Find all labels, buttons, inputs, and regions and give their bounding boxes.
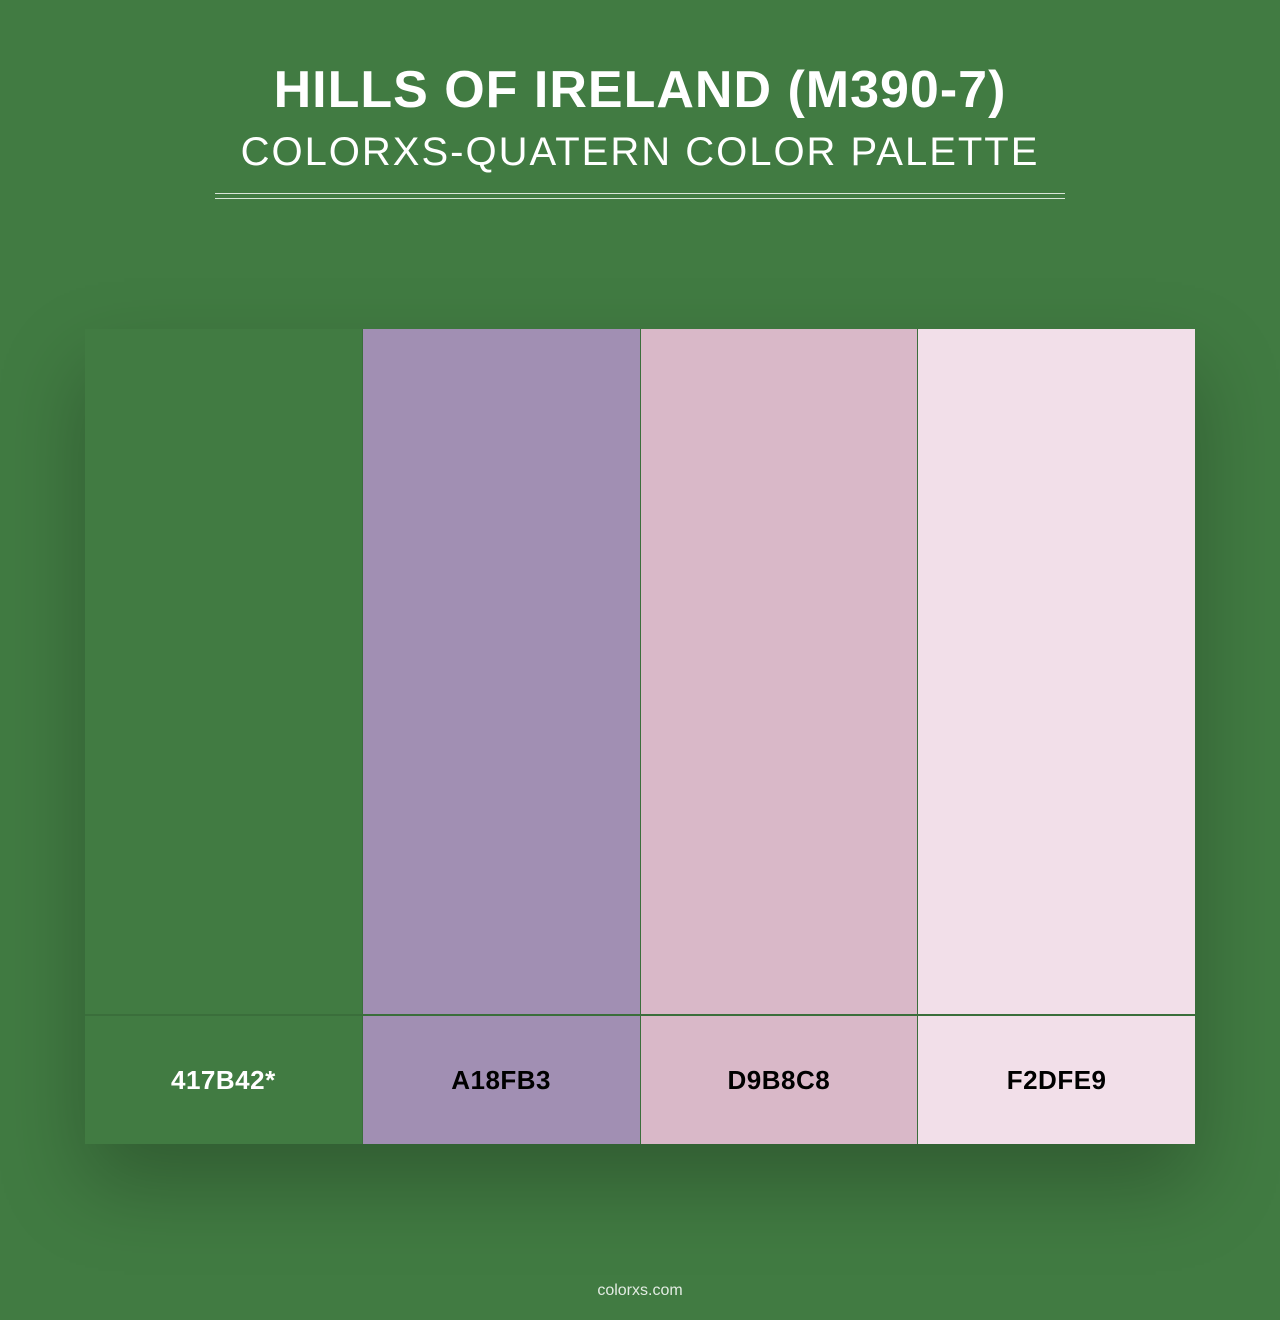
swatch-label-2: D9B8C8 <box>641 1016 919 1144</box>
swatch-2 <box>641 329 919 1014</box>
swatch-3 <box>918 329 1195 1014</box>
palette-title: HILLS OF IRELAND (M390-7) <box>215 60 1065 120</box>
swatch-0 <box>85 329 363 1014</box>
footer-credit: colorxs.com <box>597 1282 682 1320</box>
label-row: 417B42*A18FB3D9B8C8F2DFE9 <box>85 1014 1195 1144</box>
header: HILLS OF IRELAND (M390-7) COLORXS-QUATER… <box>215 0 1065 199</box>
palette: 417B42*A18FB3D9B8C8F2DFE9 <box>85 329 1195 1144</box>
header-divider <box>215 193 1065 199</box>
swatch-1 <box>363 329 641 1014</box>
swatch-row <box>85 329 1195 1014</box>
swatch-label-1: A18FB3 <box>363 1016 641 1144</box>
palette-subtitle: COLORXS-QUATERN COLOR PALETTE <box>215 130 1065 175</box>
swatch-label-3: F2DFE9 <box>918 1016 1195 1144</box>
swatch-label-0: 417B42* <box>85 1016 363 1144</box>
